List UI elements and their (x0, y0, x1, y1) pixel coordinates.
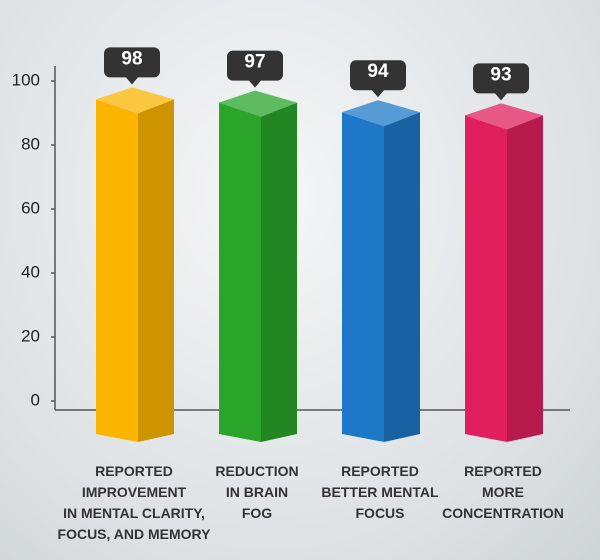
bar-right-face (507, 115, 543, 443)
y-tick-label: 80 (21, 134, 40, 153)
x-tick-label: REPORTED IMPROVEMENT IN MENTAL CLARITY, … (57, 463, 211, 542)
bar-top-light (342, 100, 420, 127)
y-tick-label: 40 (21, 262, 40, 281)
x-tick-label: REDUCTION IN BRAIN FOG (215, 463, 299, 521)
y-tick-label: 60 (21, 198, 40, 217)
bar-right-shade (384, 112, 420, 442)
value-label: 94 (367, 61, 389, 82)
x-tick-label: REPORTED MORE CONCENTRATION (442, 463, 564, 521)
bar-right-shade (138, 99, 174, 443)
y-tick-label: 100 (12, 70, 40, 89)
bar-top (465, 103, 543, 130)
bar-right-shade (507, 115, 543, 443)
x-tick-label: REPORTED BETTER MENTAL FOCUS (321, 463, 439, 521)
y-tick-label: 20 (21, 326, 40, 345)
value-label: 93 (490, 64, 511, 85)
callout (104, 47, 160, 85)
bar-top (342, 100, 420, 127)
bar-top (96, 87, 174, 114)
bar-right-face (138, 99, 174, 443)
bar-top-light (96, 87, 174, 114)
y-tick-label: 0 (31, 390, 40, 409)
bar-right-face (384, 112, 420, 442)
bar (342, 100, 420, 442)
bar-top-light (219, 90, 297, 117)
callout (473, 63, 529, 101)
value-label: 98 (121, 48, 142, 69)
bar-left-face (96, 99, 138, 443)
callout (350, 60, 406, 98)
value-label: 97 (244, 52, 265, 73)
bar (96, 87, 174, 443)
bar (219, 90, 297, 442)
bar-left-face (465, 115, 507, 443)
bar (465, 103, 543, 443)
bar-left-face (219, 102, 261, 442)
bar-right-shade (261, 102, 297, 442)
bar-left-face (342, 112, 384, 442)
bar-top-light (465, 103, 543, 130)
bar-right-face (261, 102, 297, 442)
bar-top (219, 90, 297, 117)
callout (227, 50, 283, 88)
